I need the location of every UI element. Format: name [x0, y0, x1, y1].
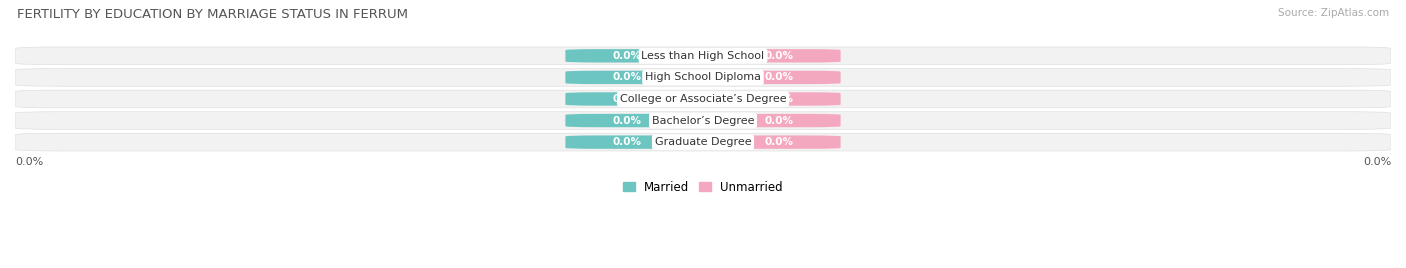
FancyBboxPatch shape [717, 71, 841, 84]
FancyBboxPatch shape [717, 49, 841, 62]
Text: Bachelor’s Degree: Bachelor’s Degree [652, 116, 754, 125]
Text: 0.0%: 0.0% [765, 116, 793, 125]
FancyBboxPatch shape [717, 92, 841, 106]
Text: 0.0%: 0.0% [613, 51, 641, 61]
Text: College or Associate’s Degree: College or Associate’s Degree [620, 94, 786, 104]
FancyBboxPatch shape [717, 135, 841, 149]
FancyBboxPatch shape [565, 71, 689, 84]
Legend: Married, Unmarried: Married, Unmarried [619, 176, 787, 198]
FancyBboxPatch shape [15, 90, 1391, 108]
FancyBboxPatch shape [15, 133, 1391, 151]
Text: 0.0%: 0.0% [765, 137, 793, 147]
Text: Graduate Degree: Graduate Degree [655, 137, 751, 147]
Text: 0.0%: 0.0% [613, 116, 641, 125]
FancyBboxPatch shape [15, 69, 1391, 86]
FancyBboxPatch shape [717, 114, 841, 127]
Text: 0.0%: 0.0% [15, 157, 44, 167]
Text: Less than High School: Less than High School [641, 51, 765, 61]
Text: High School Diploma: High School Diploma [645, 72, 761, 82]
FancyBboxPatch shape [565, 92, 689, 106]
FancyBboxPatch shape [565, 135, 689, 149]
Text: 0.0%: 0.0% [613, 94, 641, 104]
Text: 0.0%: 0.0% [613, 72, 641, 82]
Text: Source: ZipAtlas.com: Source: ZipAtlas.com [1278, 8, 1389, 18]
Text: 0.0%: 0.0% [765, 51, 793, 61]
Text: 0.0%: 0.0% [765, 72, 793, 82]
Text: FERTILITY BY EDUCATION BY MARRIAGE STATUS IN FERRUM: FERTILITY BY EDUCATION BY MARRIAGE STATU… [17, 8, 408, 21]
FancyBboxPatch shape [15, 112, 1391, 129]
Text: 0.0%: 0.0% [613, 137, 641, 147]
Text: 0.0%: 0.0% [1362, 157, 1391, 167]
FancyBboxPatch shape [565, 114, 689, 127]
FancyBboxPatch shape [15, 47, 1391, 65]
FancyBboxPatch shape [565, 49, 689, 62]
Text: 0.0%: 0.0% [765, 94, 793, 104]
